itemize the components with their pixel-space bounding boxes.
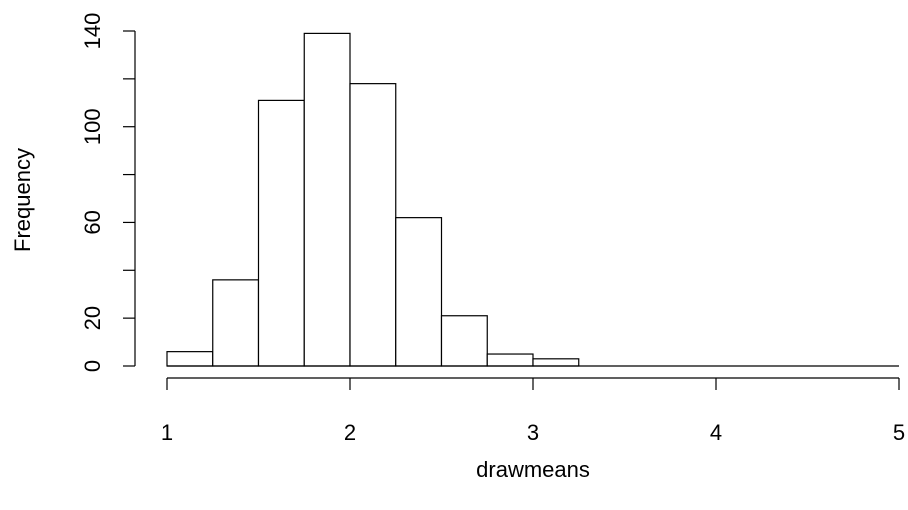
x-axis: 1 2 3 4 5 — [161, 377, 905, 445]
histogram-bar — [532, 358, 580, 367]
y-tick-label: 60 — [80, 210, 105, 234]
histogram-bar — [349, 83, 397, 367]
histogram-bar — [440, 315, 488, 367]
x-tick-label: 4 — [710, 420, 722, 445]
x-tick-label: 5 — [893, 420, 905, 445]
x-axis-label: drawmeans — [476, 457, 590, 482]
y-tick-label: 20 — [80, 306, 105, 330]
y-tick-label: 100 — [80, 108, 105, 145]
histogram-bar — [212, 279, 260, 367]
y-axis-label: Frequency — [10, 148, 35, 252]
histogram-bar — [257, 99, 305, 367]
y-tick-label: 140 — [80, 13, 105, 50]
histogram-bar — [303, 32, 351, 367]
x-tick-label: 2 — [344, 420, 356, 445]
x-tick-label: 1 — [161, 420, 173, 445]
histogram-bar — [486, 353, 534, 367]
y-axis: 0 20 60 100 140 — [80, 13, 136, 372]
histogram-bars — [166, 32, 899, 367]
histogram-bar — [166, 351, 214, 367]
histogram-bar — [395, 217, 443, 367]
y-tick-label: 0 — [80, 360, 105, 372]
x-tick-label: 3 — [527, 420, 539, 445]
